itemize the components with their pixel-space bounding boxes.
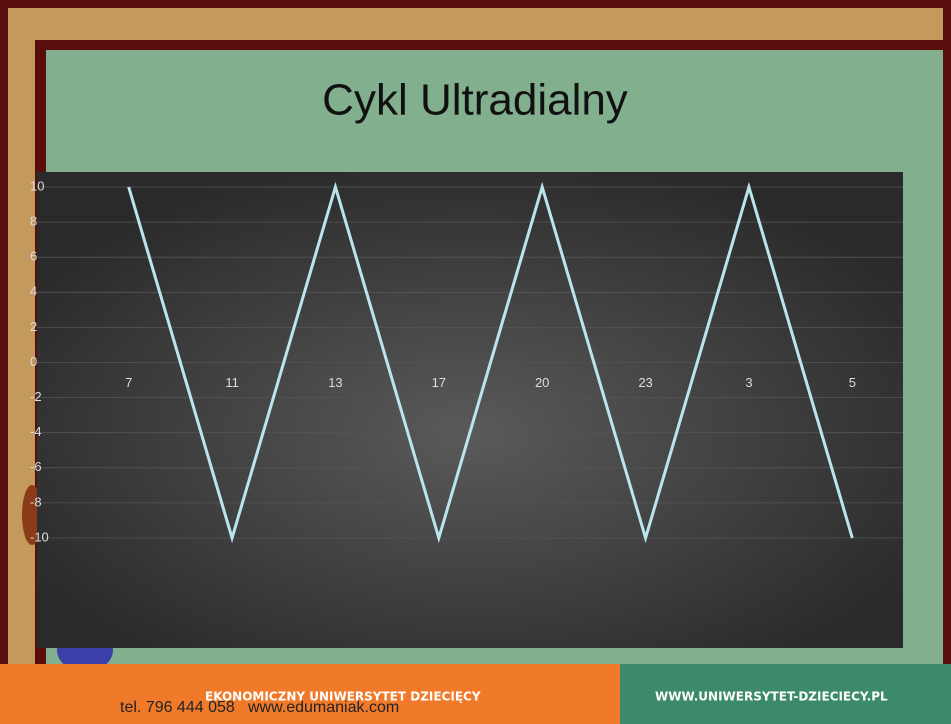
x-tick-label: 17 [432,375,446,390]
y-tick-label: -4 [30,424,42,439]
y-tick-label: 6 [30,249,37,264]
site: www.edumaniak.com [247,699,399,716]
y-tick-label: 8 [30,214,37,229]
chart-title: Cykl Ultradialny [322,76,628,125]
x-tick-label: 5 [849,375,856,390]
y-tick-label: 10 [30,178,44,193]
x-tick-label: 23 [638,375,652,390]
y-tick-label: -2 [30,389,42,404]
y-tick-label: 2 [30,319,37,334]
y-tick-label: -6 [30,459,42,474]
x-tick-label: 3 [745,375,752,390]
x-tick-label: 11 [225,375,239,390]
y-tick-label: -8 [30,494,42,509]
y-tick-label: 0 [30,354,37,369]
y-tick-label: 4 [30,284,37,299]
x-tick-label: 13 [328,375,342,390]
x-tick-label: 7 [125,375,132,390]
y-tick-label: -10 [30,529,49,544]
plot-area [37,172,903,648]
slide: Cykl Ultradialny 1086420-2-4-6-8-1071113… [0,0,951,724]
x-tick-label: 20 [535,375,549,390]
url: WWW.UNIWERSYTET-DZIECIECY.PL [655,690,888,704]
